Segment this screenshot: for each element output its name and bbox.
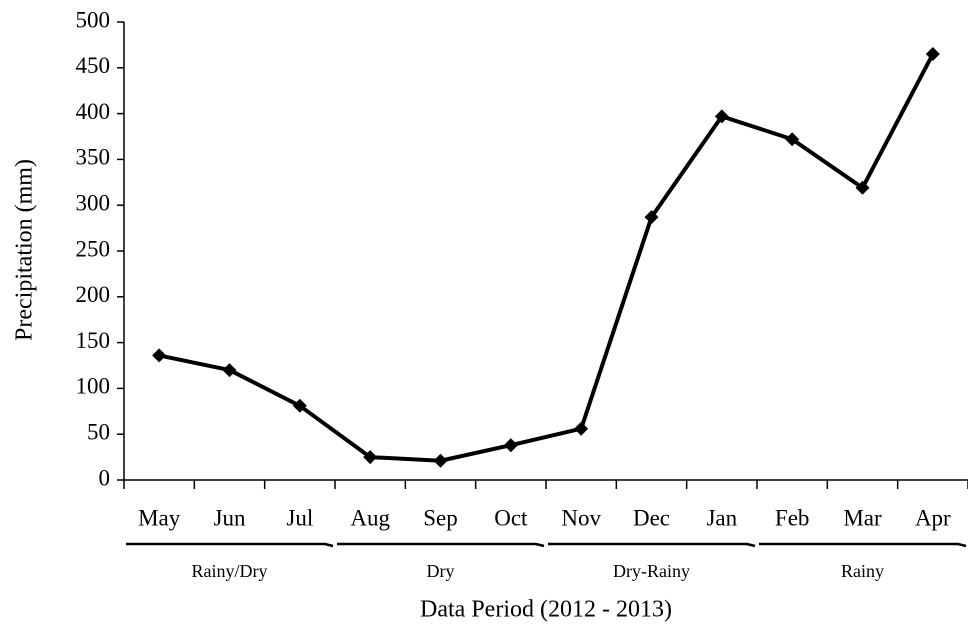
x-tick-label: Dec bbox=[633, 505, 670, 530]
data-point bbox=[363, 450, 378, 465]
y-tick-label: 0 bbox=[99, 465, 111, 490]
y-tick-label: 200 bbox=[76, 282, 111, 307]
data-point bbox=[574, 421, 589, 436]
y-tick-label: 350 bbox=[76, 145, 111, 170]
group-label: Dry bbox=[427, 561, 455, 581]
group-label: Dry-Rainy bbox=[613, 561, 690, 581]
group-bracket bbox=[126, 542, 334, 548]
x-tick-label: May bbox=[138, 505, 181, 530]
y-tick-label: 450 bbox=[76, 53, 111, 78]
x-tick-label: Nov bbox=[561, 505, 601, 530]
group-bracket bbox=[548, 542, 756, 548]
y-tick-label: 100 bbox=[76, 374, 111, 399]
y-tick-label: 300 bbox=[76, 190, 111, 215]
x-tick-label: Mar bbox=[843, 505, 882, 530]
data-point bbox=[152, 348, 167, 363]
y-tick-label: 250 bbox=[76, 236, 111, 261]
data-point bbox=[503, 438, 518, 453]
x-axis-title: Data Period (2012 - 2013) bbox=[420, 597, 672, 623]
group-label: Rainy bbox=[841, 561, 884, 581]
y-axis-title: Precipitation (mm) bbox=[12, 159, 38, 341]
y-tick-label: 50 bbox=[87, 419, 110, 444]
data-point bbox=[925, 47, 940, 62]
y-tick-label: 500 bbox=[76, 7, 111, 32]
x-tick-label: Jun bbox=[214, 505, 246, 530]
x-tick-label: Jan bbox=[706, 505, 737, 530]
data-point bbox=[785, 132, 800, 147]
x-tick-label: Oct bbox=[494, 505, 528, 530]
data-point bbox=[644, 210, 659, 225]
x-tick-label: Jul bbox=[286, 505, 313, 530]
x-tick-label: Sep bbox=[423, 505, 458, 530]
data-point bbox=[855, 180, 870, 195]
data-line bbox=[158, 53, 935, 463]
x-tick-label: Aug bbox=[350, 505, 390, 530]
group-label: Rainy/Dry bbox=[192, 561, 268, 581]
group-bracket bbox=[759, 542, 967, 548]
x-tick-label: Apr bbox=[915, 505, 951, 530]
data-point bbox=[433, 453, 448, 468]
data-point bbox=[714, 109, 729, 124]
x-tick-label: Feb bbox=[775, 505, 810, 530]
data-point bbox=[222, 363, 237, 378]
y-tick-label: 400 bbox=[76, 99, 111, 124]
group-bracket bbox=[337, 542, 545, 548]
data-point bbox=[292, 398, 307, 413]
y-tick-label: 150 bbox=[76, 328, 111, 353]
